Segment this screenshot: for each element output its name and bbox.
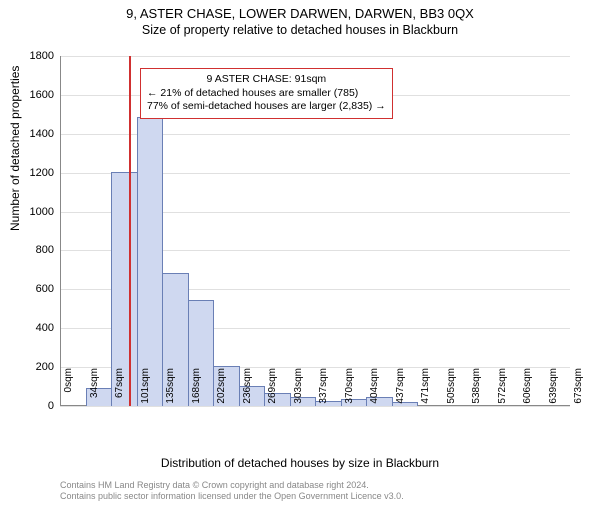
y-tick-label: 1400 — [14, 128, 54, 140]
annotation-box: 9 ASTER CHASE: 91sqm← 21% of detached ho… — [140, 68, 393, 119]
y-tick-label: 1600 — [14, 89, 54, 101]
y-tick-label: 0 — [14, 400, 54, 412]
plot-region: 0200400600800100012001400160018009 ASTER… — [60, 56, 570, 406]
y-tick-label: 1200 — [14, 167, 54, 179]
annotation-line: 9 ASTER CHASE: 91sqm — [147, 73, 386, 87]
page-title: 9, ASTER CHASE, LOWER DARWEN, DARWEN, BB… — [0, 6, 600, 21]
gridline — [60, 56, 570, 57]
footnote-line-1: Contains HM Land Registry data © Crown c… — [60, 480, 404, 491]
page-subtitle: Size of property relative to detached ho… — [0, 23, 600, 37]
y-axis-line — [60, 56, 61, 406]
y-tick-label: 400 — [14, 322, 54, 334]
histogram-bar — [137, 117, 164, 406]
annotation-line: ← 21% of detached houses are smaller (78… — [147, 87, 386, 101]
gridline — [60, 406, 570, 407]
y-tick-label: 1800 — [14, 50, 54, 62]
x-axis-label: Distribution of detached houses by size … — [0, 456, 600, 470]
annotation-line: 77% of semi-detached houses are larger (… — [147, 100, 386, 114]
marker-line — [129, 56, 131, 406]
y-tick-label: 600 — [14, 283, 54, 295]
y-tick-label: 1000 — [14, 206, 54, 218]
footnote: Contains HM Land Registry data © Crown c… — [60, 480, 404, 502]
y-tick-label: 800 — [14, 244, 54, 256]
y-tick-label: 200 — [14, 361, 54, 373]
footnote-line-2: Contains public sector information licen… — [60, 491, 404, 502]
chart-area: 0200400600800100012001400160018009 ASTER… — [60, 56, 570, 406]
